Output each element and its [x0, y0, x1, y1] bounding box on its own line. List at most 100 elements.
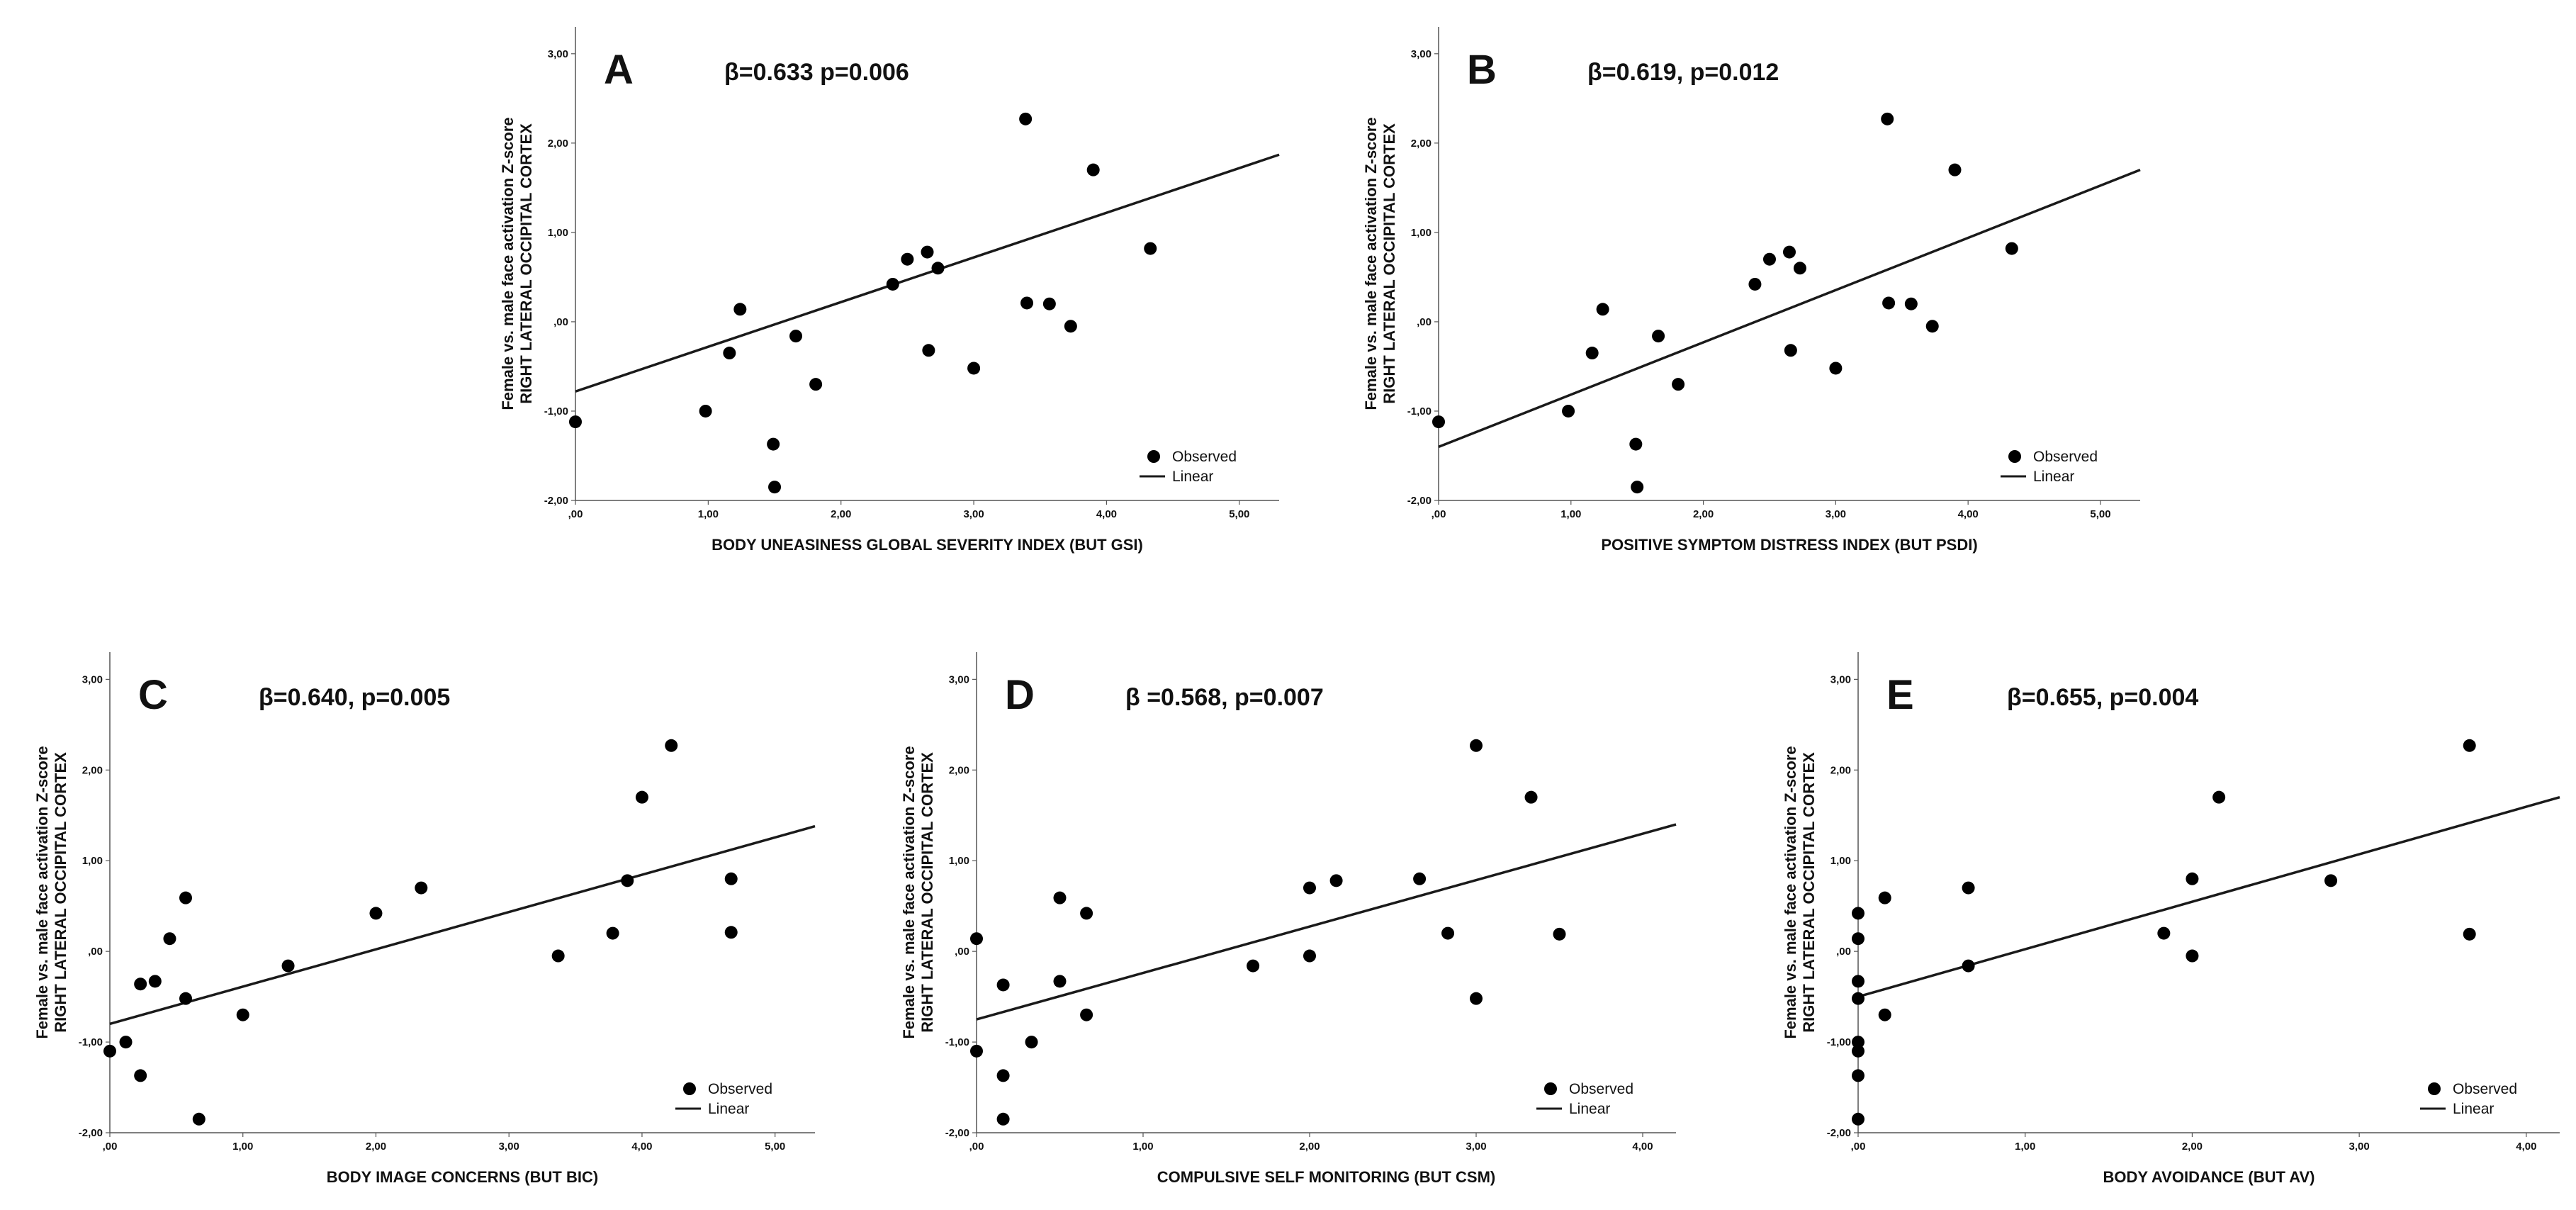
data-point — [886, 277, 899, 291]
data-point — [996, 978, 1010, 992]
data-point — [1585, 347, 1599, 360]
x-tick-label: ,00 — [1851, 1141, 1866, 1153]
data-point — [134, 977, 147, 991]
data-point — [1080, 1008, 1093, 1021]
panel-c: ,00 1,00 2,00 3,00 4,00 5,00 -2,00 -1,00 ,00 1,00… — [33, 652, 816, 1186]
y-tick-label: 2,00 — [548, 138, 568, 150]
data-point — [103, 1044, 116, 1058]
panel-stat-title: β=0.640, p=0.005 — [259, 684, 450, 711]
data-point — [1432, 415, 1445, 429]
x-axis-title: BODY AVOIDANCE (BUT AV) — [2103, 1168, 2315, 1186]
x-axis-title: POSITIVE SYMPTOM DISTRESS INDEX (BUT PSD… — [1601, 536, 1977, 554]
x-tick-label: 1,00 — [2015, 1141, 2035, 1153]
data-point — [551, 949, 565, 963]
y-tick-label: -1,00 — [945, 1036, 969, 1048]
regression-line — [1438, 169, 2141, 449]
y-tick-label: 2,00 — [1830, 764, 1851, 776]
data-point — [1925, 320, 1939, 333]
panel-stat-title: β =0.568, p=0.007 — [1125, 684, 1324, 711]
y-tick-label: -2,00 — [945, 1127, 969, 1139]
data-point — [1652, 330, 1665, 343]
data-point — [1025, 1036, 1038, 1049]
x-tick-label: 4,00 — [631, 1141, 652, 1153]
y-tick-label: 3,00 — [1830, 673, 1851, 685]
data-point — [1053, 975, 1067, 988]
legend: Observed Linear — [1140, 449, 1237, 485]
data-point — [236, 1008, 249, 1021]
data-point — [789, 330, 803, 343]
legend-observed-label: Observed — [1569, 1081, 1633, 1097]
data-point — [119, 1036, 133, 1049]
data-point — [192, 1112, 206, 1126]
regression-line — [1857, 795, 2560, 998]
panel-letter: D — [1005, 672, 1035, 718]
data-point — [1329, 874, 1343, 887]
x-tick-label: ,00 — [969, 1141, 984, 1153]
panel-letter: A — [604, 47, 634, 93]
y-axis-title: Female vs. male face activation Z-score R… — [900, 746, 936, 1038]
data-point — [1524, 790, 1538, 804]
data-point — [1470, 739, 1483, 752]
y-tick-label: 2,00 — [1411, 138, 1432, 150]
data-point — [281, 959, 295, 973]
data-point — [621, 874, 634, 887]
data-point — [1748, 277, 1762, 291]
data-point — [635, 790, 648, 804]
data-point — [996, 1112, 1010, 1126]
data-point — [1783, 245, 1796, 259]
y-tick-label: -2,00 — [1407, 495, 1432, 507]
data-point — [1631, 481, 1644, 494]
panel-b: ,00 1,00 2,00 3,00 4,00 5,00 -2,00 -1,00 ,00 1,00… — [1362, 27, 2141, 554]
data-point — [1793, 262, 1806, 275]
legend-observed-label: Observed — [1172, 449, 1237, 465]
x-tick-label: 4,00 — [1958, 508, 1979, 520]
legend: Observed Linear — [2420, 1081, 2517, 1117]
x-tick-label: 2,00 — [1693, 508, 1714, 520]
y-tick-label: 1,00 — [548, 227, 568, 239]
y-tick-label: -1,00 — [1407, 405, 1432, 418]
data-point — [148, 975, 162, 988]
data-point — [134, 1069, 147, 1082]
data-point — [1852, 1069, 1864, 1082]
y-tick-label: 1,00 — [1411, 227, 1432, 239]
data-point — [901, 252, 914, 266]
data-point — [1852, 1044, 1864, 1058]
panel-d: ,00 1,00 2,00 3,00 4,00 -2,00 -1,00 ,00 1,00 2,00… — [900, 652, 1677, 1186]
y-axis-title-line2: RIGHT LATERAL OCCIPITAL CORTEX — [918, 752, 936, 1033]
data-point — [1852, 1112, 1864, 1126]
data-point — [768, 481, 782, 494]
y-axis-title-line1: Female vs. male face activation Z-score — [33, 746, 51, 1038]
data-point — [1852, 932, 1864, 946]
data-point — [163, 932, 176, 946]
y-tick-label: -2,00 — [544, 495, 568, 507]
data-point — [967, 362, 981, 375]
x-tick-label: 2,00 — [831, 508, 851, 520]
data-point — [2463, 927, 2476, 941]
data-point — [1762, 252, 1776, 266]
data-point — [2324, 874, 2338, 887]
y-tick-label: -1,00 — [544, 405, 568, 418]
data-point — [1053, 891, 1067, 904]
legend-observed-marker — [1147, 450, 1160, 463]
data-point — [1086, 163, 1100, 177]
data-point — [1852, 907, 1864, 920]
panel-stat-title: β=0.655, p=0.004 — [2007, 684, 2198, 711]
data-point — [1562, 404, 1575, 418]
legend-observed-marker — [2428, 1082, 2441, 1095]
x-tick-label: 3,00 — [1826, 508, 1846, 520]
data-point — [1080, 907, 1093, 920]
data-point — [1878, 1008, 1891, 1021]
y-tick-label: 1,00 — [949, 855, 969, 867]
data-point — [921, 245, 934, 259]
data-point — [2212, 790, 2226, 804]
data-point — [369, 907, 383, 920]
data-point — [1413, 872, 1427, 885]
data-point — [1962, 881, 1975, 895]
y-tick-label: -1,00 — [79, 1036, 103, 1048]
legend-linear-label: Linear — [1172, 469, 1213, 485]
y-axis-title-line2: RIGHT LATERAL OCCIPITAL CORTEX — [517, 123, 535, 404]
data-point — [2157, 926, 2171, 940]
legend-linear-label: Linear — [1569, 1101, 1610, 1117]
data-point — [1852, 975, 1864, 988]
data-point — [1629, 437, 1643, 451]
